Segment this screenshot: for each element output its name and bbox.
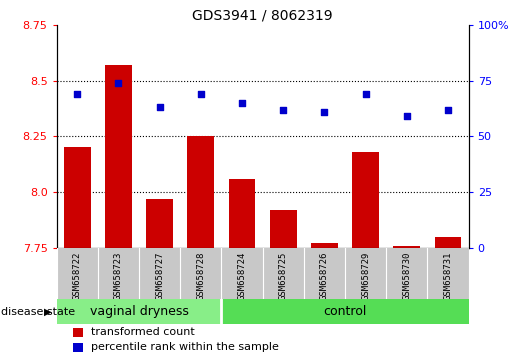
Text: control: control (323, 305, 367, 318)
Bar (311, 243, 338, 248)
Text: GSM658731: GSM658731 (443, 252, 453, 300)
Bar (221, 299, 469, 324)
Bar (187, 136, 214, 248)
Point (73, 91, 81, 97)
Bar (73, 327, 83, 337)
Text: disease state: disease state (1, 307, 75, 316)
Bar (270, 210, 297, 248)
Text: ▶: ▶ (44, 307, 52, 316)
Bar (229, 179, 255, 248)
Text: GSM658723: GSM658723 (114, 252, 123, 300)
Text: transformed count: transformed count (91, 327, 195, 337)
Bar (146, 199, 173, 248)
Bar (352, 152, 379, 248)
Text: GSM658727: GSM658727 (155, 252, 164, 300)
Point (156, 104, 164, 110)
Bar (105, 65, 132, 248)
Point (320, 109, 329, 115)
Point (197, 91, 205, 97)
Text: vaginal dryness: vaginal dryness (90, 305, 188, 318)
Text: GSM658724: GSM658724 (237, 252, 247, 300)
Point (444, 107, 452, 112)
Text: GSM658729: GSM658729 (361, 252, 370, 300)
Point (279, 107, 287, 112)
Text: GSM658722: GSM658722 (73, 252, 82, 300)
Point (403, 113, 411, 119)
Bar (435, 236, 461, 248)
Bar (64, 148, 91, 248)
Bar (57, 299, 221, 324)
Bar (393, 246, 420, 248)
Text: GSM658726: GSM658726 (320, 252, 329, 300)
Text: GSM658730: GSM658730 (402, 252, 411, 300)
Text: percentile rank within the sample: percentile rank within the sample (91, 342, 279, 352)
Text: GSM658728: GSM658728 (196, 252, 205, 300)
Bar (73, 343, 83, 352)
Point (238, 100, 246, 105)
Text: GSM658725: GSM658725 (279, 252, 288, 300)
Point (362, 91, 370, 97)
Title: GDS3941 / 8062319: GDS3941 / 8062319 (192, 8, 333, 22)
Point (114, 80, 123, 86)
